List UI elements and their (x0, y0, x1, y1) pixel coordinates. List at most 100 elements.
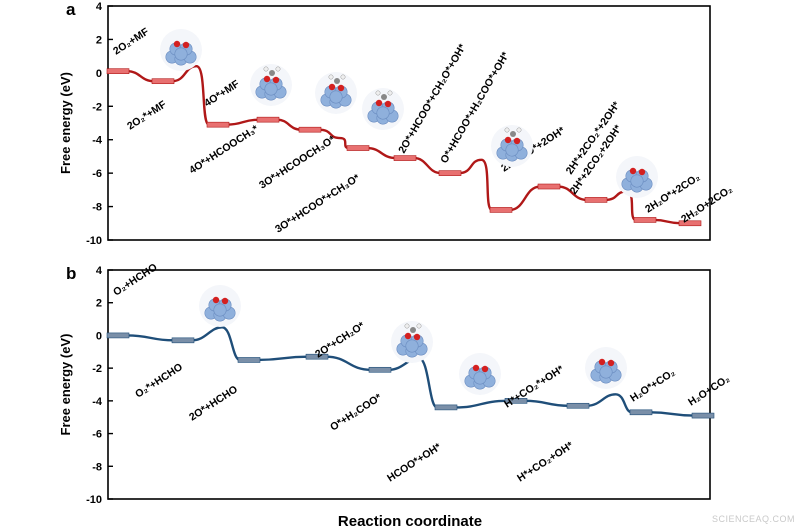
state-label: 3O*+HCOOCH₃O* (257, 133, 338, 191)
y-tick-label: -10 (86, 235, 102, 247)
surface-cluster-icon (362, 88, 404, 130)
energy-level-bar (368, 366, 392, 373)
energy-level-bar (434, 404, 458, 411)
surface-cluster-icon (616, 156, 658, 198)
energy-level-bar (504, 398, 528, 404)
carbon-atom-icon (381, 94, 387, 100)
metal-atom-icon (376, 106, 390, 120)
energy-level-bar (206, 121, 230, 128)
carbon-atom-icon (410, 327, 416, 333)
energy-level-bar (298, 126, 322, 133)
metal-atom-icon (213, 303, 227, 317)
energy-level-bar (438, 170, 462, 176)
energy-level-bar (237, 357, 261, 363)
y-tick-label: -6 (92, 168, 102, 180)
metal-atom-icon (264, 82, 278, 96)
panel-letter: a (66, 0, 76, 19)
y-tick-label: 0 (96, 330, 102, 342)
oxygen-atom-icon (472, 364, 480, 372)
state-label: H*+CO₂+OH* (515, 439, 576, 485)
state-label: 2O₂+MF (111, 25, 152, 57)
oxygen-atom-icon (404, 332, 412, 340)
oxygen-atom-icon (272, 76, 280, 84)
oxygen-atom-icon (629, 167, 637, 175)
hydrogen-atom-icon (328, 74, 334, 80)
metal-atom-icon (174, 47, 188, 61)
carbon-atom-icon (334, 78, 340, 84)
y-tick-label: 2 (96, 34, 102, 46)
hydrogen-atom-icon (404, 323, 410, 329)
metal-atom-icon (630, 174, 644, 188)
surface-cluster-icon (459, 353, 501, 395)
oxygen-atom-icon (182, 41, 190, 49)
energy-level-bar (566, 402, 590, 409)
energy-level-bar (678, 220, 702, 227)
y-tick-label: -2 (92, 101, 102, 113)
energy-level-bar (106, 68, 130, 74)
oxygen-atom-icon (212, 296, 220, 304)
y-tick-label: -4 (92, 135, 103, 147)
carbon-atom-icon (510, 131, 516, 137)
hydrogen-atom-icon (504, 127, 510, 133)
hydrogen-atom-icon (263, 66, 269, 72)
energy-level-bar (489, 207, 513, 213)
oxygen-atom-icon (607, 359, 615, 367)
surface-cluster-icon (491, 125, 533, 167)
surface-cluster-icon (160, 29, 202, 71)
oxygen-atom-icon (481, 365, 489, 373)
oxygen-atom-icon (638, 168, 646, 176)
oxygen-atom-icon (504, 136, 512, 144)
y-tick-label: -8 (92, 461, 102, 473)
hydrogen-atom-icon (340, 74, 346, 80)
carbon-atom-icon (269, 70, 275, 76)
y-axis-label: Free energy (eV) (58, 334, 73, 436)
state-label: H₂O*+CO₂ (628, 366, 678, 404)
energy-level-bar (151, 78, 175, 85)
state-label: 3O*+HCOO*+CH₃O* (273, 171, 363, 235)
energy-level-bar (256, 116, 280, 123)
hydrogen-atom-icon (416, 323, 422, 329)
oxygen-atom-icon (221, 297, 229, 305)
oxygen-atom-icon (263, 75, 271, 83)
energy-level-bar (584, 197, 608, 203)
state-label: 4O*+MF (202, 78, 242, 110)
energy-level-bar (106, 332, 130, 339)
state-label: 2O₂*+MF (125, 98, 169, 132)
y-tick-label: -6 (92, 429, 102, 441)
state-label: 2O*+HCHO (187, 383, 240, 423)
plot-frame (107, 5, 711, 241)
metal-atom-icon (405, 339, 419, 353)
hydrogen-atom-icon (375, 90, 381, 96)
state-label: O₂*+HCHO (133, 361, 185, 400)
y-tick-label: -4 (92, 396, 103, 408)
y-tick-label: 4 (96, 265, 103, 277)
oxygen-atom-icon (328, 83, 336, 91)
y-tick-label: -2 (92, 363, 102, 375)
hydrogen-atom-icon (275, 66, 281, 72)
metal-atom-icon (599, 365, 613, 379)
energy-level-bar (691, 412, 715, 419)
y-axis-label: Free energy (eV) (58, 72, 73, 174)
metal-atom-icon (329, 90, 343, 104)
y-tick-label: -8 (92, 202, 102, 214)
energy-level-bar (305, 353, 329, 360)
oxygen-atom-icon (513, 137, 521, 145)
surface-cluster-icon (199, 285, 241, 327)
x-axis-label: Reaction coordinate (338, 513, 482, 530)
oxygen-atom-icon (337, 84, 345, 92)
state-label: O₂+HCHO (111, 261, 159, 298)
state-label: H₂O+CO₂ (686, 373, 732, 409)
metal-atom-icon (505, 143, 519, 157)
surface-cluster-icon (315, 72, 357, 114)
state-label: H*+CO₂*+OH* (502, 363, 567, 411)
watermark: SCIENCEAQ.COM (712, 514, 795, 524)
panel-letter: b (66, 264, 76, 283)
oxygen-atom-icon (598, 358, 606, 366)
energy-level-bar (629, 409, 653, 416)
y-tick-label: 4 (96, 1, 103, 13)
energy-level-bar (171, 337, 195, 344)
panel-a: 4 2 0 -2 -4 -6 -8 -10 Free energy (eV) a 2O₂+MF 2O₂… (58, 0, 735, 247)
panel-b: 4 2 0 -2 -4 -6 -8 -10 Free energy (eV) b O₂+HCHO O₂… (58, 261, 732, 506)
surface-cluster-icon (250, 64, 292, 106)
y-tick-label: 2 (96, 298, 102, 310)
